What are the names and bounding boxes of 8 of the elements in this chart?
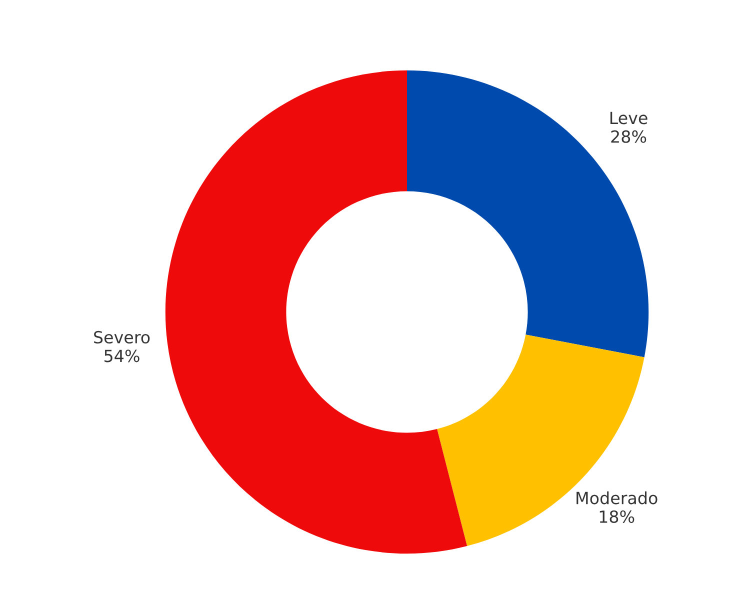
data-label: 18% [600,510,634,523]
donut-slice [407,70,649,358]
data-label: 54% [104,350,140,362]
data-label: 28% [611,130,646,143]
donut-slice [165,70,468,554]
slice-label: Moderado [576,491,658,504]
slice-label: Severo [94,330,150,344]
slice-label: Leve [610,112,648,124]
